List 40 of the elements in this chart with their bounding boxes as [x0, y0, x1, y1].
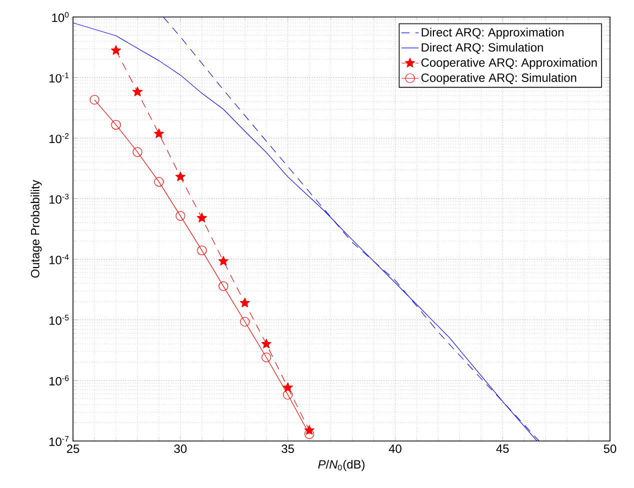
legend-label: Direct ARQ: Simulation: [422, 42, 543, 54]
x-axis-title: P/N$_{0}$(dB): [318, 460, 364, 471]
point: [132, 147, 142, 157]
legend-label: Cooperative ARQ: Approximation: [421, 58, 597, 70]
y-tick-label: 10$^{-6}$: [50, 375, 69, 386]
point: [240, 316, 250, 327]
y-tick-label: 10$^{-7}$: [50, 436, 69, 446]
y-axis-title: Outage Probability: [30, 180, 42, 278]
point: [154, 128, 164, 138]
y-tick-label: 10$^{-5}$: [50, 314, 69, 325]
point: [304, 429, 314, 439]
point: [90, 94, 100, 105]
x-tick-label: 35: [282, 444, 294, 453]
point: [110, 45, 122, 55]
point: [175, 172, 186, 182]
x-tick-label: 50: [604, 444, 616, 453]
y-tick-label: 10$^{-2}$: [50, 133, 69, 144]
y-tick-label: 10$^{-3}$: [50, 194, 69, 204]
point: [240, 298, 250, 308]
point: [132, 86, 142, 96]
y-tick-label: 10$^{0}$: [52, 12, 69, 22]
x-tick-label: 30: [174, 444, 187, 453]
y-tick-label: 10$^{-1}$: [50, 72, 69, 83]
point: [218, 256, 228, 266]
point: [176, 211, 186, 221]
x-tick-label: 40: [388, 444, 402, 453]
x-tick-label: 45: [496, 444, 509, 453]
point: [154, 177, 164, 187]
point: [218, 281, 228, 291]
point: [304, 425, 314, 435]
x-tick-label: 25: [66, 444, 80, 453]
legend-label: Direct ARQ: Approximation: [422, 28, 564, 39]
point: [196, 212, 207, 222]
point: [111, 120, 121, 130]
point: [197, 246, 207, 256]
point: [261, 338, 272, 348]
y-tick-label: 10$^{-4}$: [50, 254, 69, 264]
point: [283, 390, 293, 400]
legend-label: Cooperative ARQ: Simulation: [421, 73, 576, 84]
point: [262, 352, 272, 362]
